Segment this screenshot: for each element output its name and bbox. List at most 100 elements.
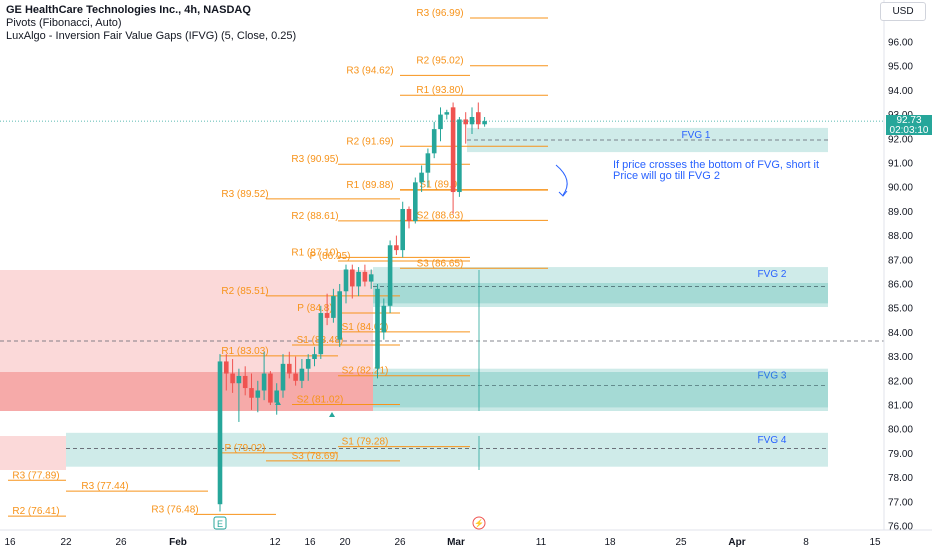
- pivot-label: S1 (84.02): [342, 322, 389, 333]
- candle-body[interactable]: [318, 313, 324, 355]
- candle-body[interactable]: [476, 112, 481, 125]
- time-axis-tick: 18: [604, 537, 616, 548]
- candle-body[interactable]: [236, 375, 242, 384]
- bar-countdown: 02:03:10: [889, 125, 929, 136]
- price-axis-tick: 86.00: [888, 280, 913, 291]
- bear-zone-left: [0, 436, 66, 470]
- candle-body[interactable]: [331, 296, 336, 318]
- price-axis-tick: 79.00: [888, 449, 913, 460]
- earnings-marker-label: E: [217, 519, 223, 529]
- pivot-label: R1 (93.80): [416, 85, 463, 96]
- candle-body[interactable]: [255, 390, 261, 398]
- price-axis-tick: 83.00: [888, 352, 913, 363]
- pivot-label: R1 (83.03): [221, 346, 268, 357]
- price-axis-tick: 90.00: [888, 183, 913, 194]
- candle-body[interactable]: [249, 388, 254, 398]
- candle-body[interactable]: [217, 361, 223, 505]
- candle-body[interactable]: [444, 112, 450, 115]
- fvg-zone[interactable]: [373, 267, 828, 304]
- pivot-label: R2 (95.02): [416, 56, 463, 67]
- candle-body[interactable]: [406, 208, 412, 222]
- candle-body[interactable]: [312, 354, 317, 360]
- price-axis-tick: 80.00: [888, 425, 913, 436]
- candle-body[interactable]: [394, 245, 399, 251]
- candle-body[interactable]: [261, 373, 267, 391]
- candle-body[interactable]: [413, 182, 418, 222]
- candle-body[interactable]: [381, 305, 387, 333]
- earnings-marker[interactable]: [213, 516, 227, 530]
- fvg-zone[interactable]: [467, 127, 828, 153]
- candle-body[interactable]: [400, 208, 405, 251]
- candle-body[interactable]: [274, 390, 279, 403]
- last-price-tag: 92.73 02:03:10: [886, 115, 932, 136]
- price-axis-tick: 96.00: [888, 38, 913, 49]
- pivots-indicator-label[interactable]: Pivots (Fibonacci, Auto): [6, 17, 122, 29]
- pivot-label: S2 (81.02): [297, 395, 344, 406]
- candle-body[interactable]: [362, 271, 368, 282]
- candle-body[interactable]: [287, 363, 292, 374]
- currency-button[interactable]: USD: [880, 2, 926, 21]
- time-axis-tick: 20: [339, 537, 351, 548]
- candle-body[interactable]: [350, 269, 355, 287]
- pivot-label: P (84.8): [297, 303, 332, 314]
- price-axis[interactable]: [884, 0, 932, 550]
- fvg-indicator-label[interactable]: LuxAlgo - Inversion Fair Value Gaps (IFV…: [6, 30, 297, 42]
- dividend-marker[interactable]: [472, 516, 486, 530]
- candle-body[interactable]: [242, 375, 248, 389]
- candle-body[interactable]: [230, 373, 235, 384]
- pivot-label: S2 (82.21): [342, 366, 389, 377]
- time-axis-tick: 11: [536, 537, 547, 548]
- pivot-label: R2 (76.41): [12, 506, 59, 517]
- candle-body[interactable]: [368, 274, 374, 282]
- price-axis-tick: 82.00: [888, 376, 913, 387]
- time-axis[interactable]: [0, 530, 884, 550]
- candle-body[interactable]: [482, 121, 487, 125]
- fvg-zone[interactable]: [373, 368, 828, 408]
- pivot-label: P (86.95): [310, 251, 351, 262]
- pivot-label: R3 (76.48): [151, 504, 198, 515]
- candle-body[interactable]: [469, 117, 475, 125]
- candle-body[interactable]: [293, 373, 298, 381]
- candle-body[interactable]: [356, 271, 361, 287]
- price-axis-tick: 89.00: [888, 207, 913, 218]
- annotation-text[interactable]: If price crosses the bottom of FVG, shor…: [613, 160, 819, 182]
- bear-zone-upper: [0, 270, 373, 411]
- candle-body[interactable]: [375, 288, 380, 369]
- candle-body[interactable]: [425, 153, 431, 173]
- time-axis-tick: 15: [869, 537, 881, 548]
- candle-body[interactable]: [337, 291, 342, 340]
- fvg-zone-label: FVG 1: [682, 130, 711, 141]
- candle-body[interactable]: [224, 361, 229, 374]
- time-axis-tick: 16: [304, 537, 316, 548]
- candle-body[interactable]: [457, 119, 462, 193]
- pivot-label: R2 (88.61): [291, 211, 338, 222]
- candle-body[interactable]: [463, 119, 468, 125]
- pivot-label: R1 (89.88): [346, 180, 393, 191]
- price-axis-tick: 88.00: [888, 231, 913, 242]
- candle-body[interactable]: [438, 114, 443, 130]
- price-axis-tick: 91.00: [888, 159, 913, 170]
- candle-body[interactable]: [280, 363, 286, 391]
- price-axis-tick: 77.00: [888, 497, 913, 508]
- candle-body[interactable]: [299, 368, 305, 381]
- candle-body[interactable]: [343, 269, 349, 292]
- symbol-title[interactable]: GE HealthCare Technologies Inc., 4h, NAS…: [6, 4, 251, 16]
- candle-body[interactable]: [387, 245, 393, 306]
- price-axis-tick: 92.00: [888, 134, 913, 145]
- fvg-zone-label: FVG 2: [758, 269, 787, 280]
- candle-body[interactable]: [419, 172, 424, 183]
- pivot-label: R3 (77.89): [12, 470, 59, 481]
- pivot-label: S1 (79.28): [342, 437, 389, 448]
- fvg-zone[interactable]: [66, 432, 828, 467]
- price-axis-tick: 78.00: [888, 473, 913, 484]
- lightning-icon: ⚡: [474, 518, 484, 528]
- candle-body[interactable]: [305, 359, 311, 369]
- candle-body[interactable]: [431, 129, 437, 154]
- candle-body[interactable]: [324, 313, 330, 318]
- pivot-label: R1 (87.10): [291, 247, 338, 258]
- candle-body[interactable]: [450, 107, 456, 193]
- candle-body[interactable]: [268, 373, 273, 403]
- annotation-line-1: If price crosses the bottom of FVG, shor…: [613, 159, 820, 171]
